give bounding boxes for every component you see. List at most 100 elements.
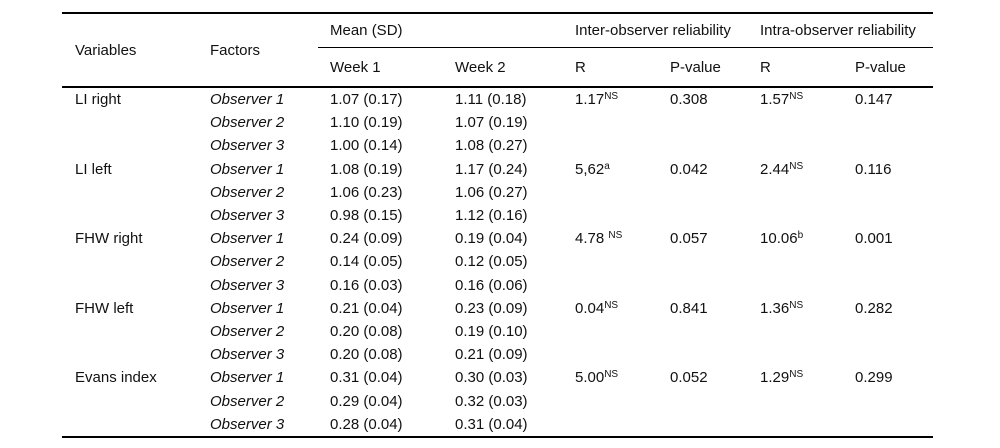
p-inter-value-cell: 0.841 — [670, 299, 708, 317]
table-row: Observer 3 0.28 (0.04) 0.31 (0.04) — [62, 413, 933, 437]
table-row: Observer 2 1.06 (0.23) 1.06 (0.27) — [62, 181, 933, 204]
p-intra-value-cell — [845, 413, 933, 437]
week1-value-cell: 0.29 (0.04) — [330, 392, 403, 410]
p-inter-value-cell: 0.057 — [670, 230, 708, 248]
table-row: FHW right Observer 1 0.24 (0.09) 0.19 (0… — [62, 227, 933, 250]
variable-cell — [62, 181, 198, 204]
column-header-r-intra: R — [750, 47, 846, 88]
group-header-mean-sd: Mean (SD) — [318, 13, 565, 48]
variable-cell — [62, 204, 198, 227]
r-inter-value-cell — [565, 204, 660, 227]
p-intra-value-cell — [845, 181, 933, 204]
factor-cell: Observer 3 — [210, 137, 285, 155]
factor-cell: Observer 1 — [210, 299, 285, 317]
r-intra-value-cell: 2.44NS — [750, 158, 845, 181]
column-header-r-inter: R — [565, 47, 660, 88]
week1-value-cell: 1.08 (0.19) — [330, 160, 403, 178]
factor-cell: Observer 1 — [210, 160, 285, 178]
p-inter-value-cell: 0.308 — [670, 91, 708, 109]
variable-cell: FHW left — [75, 299, 134, 317]
variable-cell: LI right — [75, 91, 121, 109]
r-intra-value-cell — [750, 274, 845, 297]
p-intra-value-cell — [845, 111, 933, 134]
variable-cell — [62, 111, 198, 134]
variable-cell — [62, 134, 198, 157]
r-intra-value-cell — [750, 320, 845, 343]
r-inter-value: 1.17 — [575, 91, 605, 109]
table-header: Variables Factors Mean (SD) Inter-observ… — [62, 13, 934, 88]
r-intra-value-cell: 10.06b — [750, 227, 845, 250]
week1-value-cell: 0.28 (0.04) — [330, 415, 403, 433]
p-inter-value-cell — [660, 204, 750, 227]
r-intra-superscript: NS — [789, 299, 804, 311]
table-row: Observer 3 0.16 (0.03) 0.16 (0.06) — [62, 274, 933, 297]
factor-cell: Observer 1 — [210, 369, 285, 387]
week2-value-cell: 0.21 (0.09) — [455, 346, 528, 364]
factor-cell: Observer 1 — [210, 230, 285, 248]
week2-value-cell: 0.19 (0.04) — [455, 230, 528, 248]
p-intra-value-cell — [845, 389, 933, 412]
r-inter-value: 0.04 — [575, 299, 605, 317]
factor-cell: Observer 2 — [210, 392, 285, 410]
r-inter-value-cell — [565, 111, 660, 134]
r-inter-superscript: NS — [604, 369, 619, 381]
p-inter-value-cell — [660, 181, 750, 204]
p-intra-value-cell: 0.001 — [855, 230, 893, 248]
r-inter-value-cell — [565, 343, 660, 366]
p-intra-value-cell — [845, 134, 933, 157]
p-inter-value-cell — [660, 274, 750, 297]
week2-value-cell: 0.12 (0.05) — [455, 253, 528, 271]
week2-value-cell: 1.08 (0.27) — [455, 137, 528, 155]
p-intra-value-cell: 0.282 — [855, 299, 893, 317]
r-inter-value-cell: 0.04NS — [565, 297, 660, 320]
r-intra-superscript: NS — [789, 160, 804, 172]
r-intra-value: 2.44 — [760, 160, 790, 178]
variable-cell — [62, 274, 198, 297]
p-intra-value-cell: 0.147 — [855, 91, 893, 109]
r-intra-value: 1.36 — [760, 299, 790, 317]
week2-value-cell: 1.07 (0.19) — [455, 114, 528, 132]
factor-cell: Observer 3 — [210, 346, 285, 364]
variable-cell — [62, 413, 198, 437]
r-intra-value-cell — [750, 343, 845, 366]
r-intra-superscript: NS — [789, 369, 804, 381]
week1-value-cell: 0.98 (0.15) — [330, 207, 403, 225]
r-inter-value-cell: 5.00NS — [565, 366, 660, 389]
variable-cell: Evans index — [75, 369, 157, 387]
r-inter-superscript: a — [604, 160, 610, 172]
week2-value-cell: 0.16 (0.06) — [455, 276, 528, 294]
header-row-groups: Variables Factors Mean (SD) Inter-observ… — [62, 13, 934, 88]
week2-value-cell: 0.32 (0.03) — [455, 392, 528, 410]
r-intra-value-cell — [750, 134, 845, 157]
factor-cell: Observer 3 — [210, 415, 285, 433]
week2-value-cell: 0.19 (0.10) — [455, 322, 528, 340]
p-inter-value-cell — [660, 250, 750, 273]
p-intra-value-cell — [845, 250, 933, 273]
week2-value-cell: 1.06 (0.27) — [455, 183, 528, 201]
variable-cell — [62, 343, 198, 366]
r-inter-value-cell — [565, 250, 660, 273]
p-inter-value-cell — [660, 320, 750, 343]
factor-cell: Observer 3 — [210, 276, 285, 294]
week1-value-cell: 0.24 (0.09) — [330, 230, 403, 248]
p-intra-value-cell — [845, 320, 933, 343]
week2-value-cell: 1.12 (0.16) — [455, 207, 528, 225]
column-header-p-inter: P-value — [660, 47, 751, 88]
p-intra-value-cell — [845, 274, 933, 297]
column-header-factors: Factors — [198, 13, 318, 88]
p-intra-value-cell: 0.299 — [855, 369, 893, 387]
r-intra-value-cell — [750, 204, 845, 227]
column-header-variables: Variables — [62, 13, 198, 88]
r-inter-value: 5,62 — [575, 160, 605, 178]
header-row-sub: Week 1 Week 2 R P-value R P-value — [62, 47, 934, 88]
r-intra-value-cell — [750, 413, 845, 437]
p-intra-value-cell — [845, 343, 933, 366]
variable-cell — [62, 320, 198, 343]
week1-value-cell: 1.10 (0.19) — [330, 114, 403, 132]
week1-value-cell: 0.21 (0.04) — [330, 299, 403, 317]
week2-value-cell: 0.23 (0.09) — [455, 299, 528, 317]
p-inter-value-cell — [660, 111, 750, 134]
r-intra-value-cell — [750, 111, 845, 134]
group-header-intra-observer: Intra-observer reliability — [750, 13, 934, 48]
r-inter-value-cell: 1.17NS — [565, 87, 660, 111]
